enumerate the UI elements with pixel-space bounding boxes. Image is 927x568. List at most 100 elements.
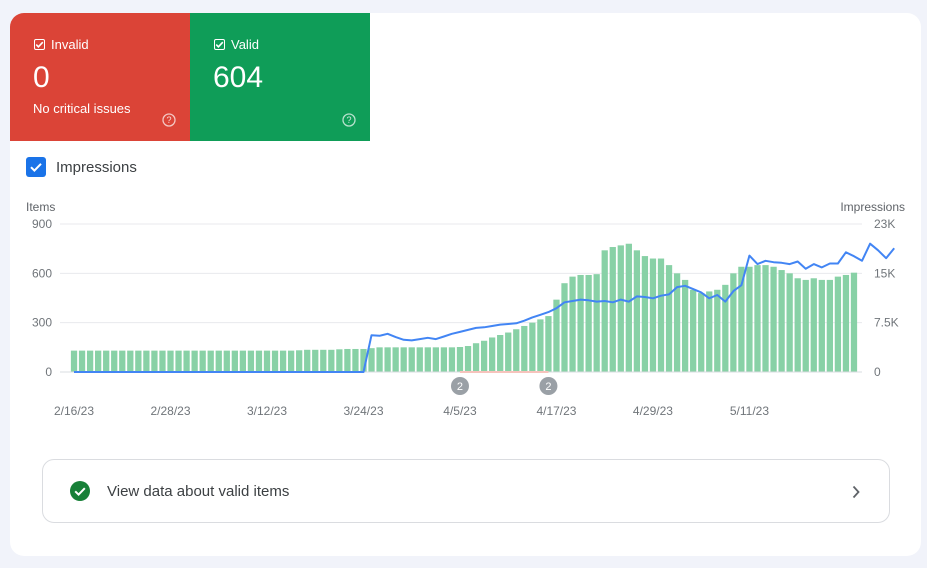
items-bar — [456, 347, 464, 372]
items-bar — [778, 270, 785, 372]
valid-label: Valid — [231, 37, 259, 52]
right-axis-title: Impressions — [840, 200, 905, 214]
items-bar — [690, 289, 697, 372]
items-bar — [786, 273, 793, 372]
items-bar — [408, 347, 415, 372]
items-bar — [834, 276, 842, 372]
items-bar — [143, 350, 150, 372]
invalid-tile[interactable]: Invalid 0 No critical issues ? — [10, 13, 190, 141]
items-bar — [103, 350, 110, 372]
x-tick-label: 4/5/23 — [443, 404, 477, 418]
items-bar — [328, 349, 335, 372]
items-bar — [320, 349, 327, 372]
items-bar — [810, 278, 817, 372]
right-tick-label: 15K — [874, 266, 895, 280]
items-bar — [649, 258, 657, 372]
x-tick-label: 5/11/23 — [730, 404, 769, 418]
valid-tile[interactable]: Valid 604 ? — [190, 13, 370, 141]
help-icon[interactable]: ? — [162, 113, 176, 127]
impressions-label: Impressions — [56, 158, 137, 176]
items-bar — [296, 350, 303, 372]
items-bar — [183, 350, 190, 372]
items-bar — [738, 266, 745, 372]
items-bar — [151, 350, 158, 372]
items-bar — [770, 266, 777, 372]
items-bar — [706, 291, 713, 372]
items-bar — [505, 332, 512, 372]
x-tick-label: 4/17/23 — [536, 404, 576, 418]
left-tick-label: 0 — [45, 365, 52, 379]
svg-text:?: ? — [166, 115, 171, 125]
invalid-subtitle: No critical issues — [33, 101, 131, 116]
items-bar — [416, 347, 423, 372]
items-bar — [424, 347, 431, 372]
items-bar — [175, 350, 182, 372]
items-bar — [722, 284, 729, 372]
items-bar — [119, 350, 126, 372]
items-bar — [585, 274, 592, 372]
invalid-count: 0 — [33, 61, 50, 94]
items-bar — [762, 265, 769, 372]
items-bar — [561, 283, 568, 372]
chevron-right-icon[interactable] — [851, 485, 861, 499]
impressions-chart: 900 23K 600 15K 300 7.5K 0 0 2 2 2/16/23 2/28/23 3/1… — [32, 217, 899, 418]
items-bar — [78, 350, 86, 372]
items-bar — [850, 272, 858, 372]
items-bar — [207, 350, 214, 372]
valid-tile-header: Valid — [214, 37, 259, 52]
items-bar — [489, 337, 496, 372]
x-tick-label: 3/24/23 — [343, 404, 383, 418]
items-bar — [794, 278, 801, 372]
items-bar — [657, 258, 665, 372]
help-icon[interactable]: ? — [342, 113, 356, 127]
items-bar — [336, 349, 343, 372]
items-bar — [681, 279, 689, 372]
items-bar — [641, 256, 649, 372]
items-bar — [384, 347, 391, 372]
items-bar — [553, 299, 560, 372]
items-bar — [513, 329, 520, 372]
items-bar — [159, 350, 166, 372]
x-tick-label: 3/12/23 — [247, 404, 287, 418]
items-bar — [223, 350, 230, 372]
invalid-tile-header: Invalid — [34, 37, 89, 52]
items-bar — [464, 346, 472, 372]
items-bar — [754, 265, 761, 372]
items-bar — [698, 293, 705, 372]
items-bar — [617, 245, 624, 372]
items-bar — [665, 265, 673, 372]
items-bar — [400, 347, 407, 372]
left-tick-label: 600 — [32, 266, 52, 280]
x-tick-label: 2/16/23 — [54, 404, 94, 418]
items-bar — [263, 350, 271, 372]
impressions-line — [74, 242, 895, 373]
items-bar — [70, 350, 78, 372]
checkbox-icon[interactable] — [26, 157, 46, 177]
items-bar — [714, 289, 721, 372]
items-bar — [247, 350, 255, 372]
right-tick-label: 7.5K — [874, 316, 899, 330]
items-bar — [448, 347, 456, 372]
items-bar — [239, 350, 247, 372]
items-bar — [231, 350, 238, 372]
valid-count: 604 — [213, 61, 264, 94]
items-bar — [376, 347, 383, 372]
left-tick-label: 900 — [32, 217, 52, 231]
impressions-toggle[interactable]: Impressions — [26, 157, 137, 177]
svg-text:?: ? — [346, 115, 351, 125]
items-bar — [569, 276, 576, 372]
items-bar — [432, 347, 439, 372]
checkbox-icon[interactable] — [34, 39, 45, 50]
items-bar — [312, 349, 319, 372]
view-valid-items-link[interactable]: View data about valid items — [42, 459, 890, 523]
items-bar — [545, 316, 552, 372]
checkbox-icon[interactable] — [214, 39, 225, 50]
items-bar — [673, 273, 681, 372]
items-bar — [730, 273, 737, 372]
invalid-label: Invalid — [51, 37, 89, 52]
items-bar — [86, 350, 94, 372]
items-bar — [593, 274, 600, 372]
items-bar — [842, 274, 850, 372]
items-bar — [279, 350, 287, 372]
items-bar — [601, 250, 608, 372]
